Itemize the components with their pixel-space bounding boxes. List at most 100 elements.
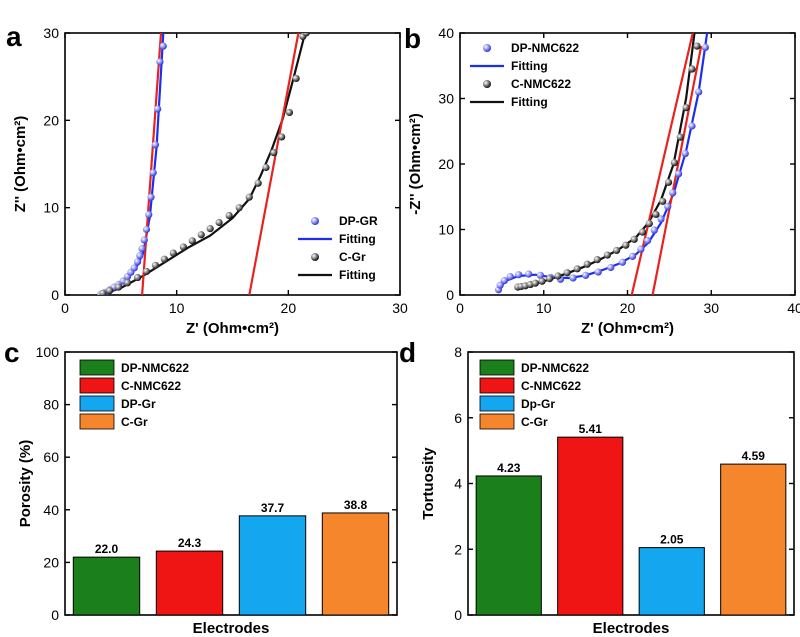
- panel-d: d 0 2 4 6 8 Electrodes Tortuosity 4.23 5.41 2.05 4.…: [399, 337, 795, 637]
- data-point: [613, 246, 621, 255]
- data-point: [278, 133, 286, 141]
- data-point: [546, 275, 554, 283]
- data-point: [147, 193, 155, 201]
- legend-label: C-Gr: [521, 415, 548, 429]
- bar-value-label: 4.59: [742, 449, 766, 463]
- legend-swatch: [479, 359, 515, 376]
- data-point: [179, 243, 187, 251]
- legend-label: C-Gr: [121, 415, 148, 429]
- data-point: [500, 276, 508, 285]
- data-point: [650, 226, 658, 234]
- y-axis-label: Z'' (Ohm•cm²): [12, 116, 29, 213]
- plot-frame: [64, 32, 401, 296]
- x-tick-label: 10: [536, 300, 552, 316]
- data-point: [154, 105, 162, 113]
- x-tick-label: 0: [456, 300, 464, 316]
- data-point: [688, 65, 696, 73]
- x-tick-label: 0: [61, 300, 69, 316]
- bar: [72, 556, 141, 616]
- legend-label: DP-NMC622: [511, 41, 579, 55]
- data-point: [188, 237, 196, 245]
- bar-value-label: 4.23: [497, 461, 521, 475]
- linear-fit-line: [248, 33, 300, 295]
- data-point: [156, 58, 164, 66]
- x-tick-label: 10: [169, 300, 185, 316]
- data-point: [149, 169, 157, 177]
- panel-label: b: [404, 23, 421, 54]
- x-tick-label: 20: [620, 300, 636, 316]
- legend-swatch: [479, 395, 515, 412]
- panel-b: b 0 10 20 30 40 Z' (Ohm•cm²) -Z'' (Ohm•cm²) 0 10 2…: [404, 23, 800, 337]
- data-point: [688, 122, 696, 130]
- bar: [238, 515, 307, 616]
- data-point: [130, 264, 138, 272]
- data-point: [645, 220, 653, 228]
- data-point: [682, 104, 690, 112]
- data-point: [637, 245, 645, 253]
- data-point: [693, 42, 701, 50]
- data-point: [676, 133, 684, 141]
- legend-label: Fitting: [511, 95, 548, 109]
- y-tick-label: 80: [43, 397, 59, 413]
- data-point: [285, 108, 294, 117]
- data-point: [99, 289, 107, 295]
- x-axis-label: Z' (Ohm•cm²): [186, 320, 279, 337]
- data-point: [151, 141, 160, 149]
- bar: [720, 463, 787, 616]
- data-point: [133, 273, 142, 282]
- legend-label: DP-GR: [339, 214, 378, 228]
- legend-marker: [311, 253, 319, 261]
- x-tick-label: 40: [787, 300, 800, 316]
- data-point: [133, 258, 142, 266]
- legend-label: DP-NMC622: [521, 361, 589, 375]
- data-point: [106, 287, 114, 295]
- bar-value-label: 38.8: [344, 498, 368, 512]
- bar-value-label: 5.41: [579, 422, 603, 436]
- data-point: [628, 252, 637, 260]
- y-tick-label: 20: [438, 156, 454, 172]
- data-point: [681, 149, 689, 158]
- data-point: [652, 210, 660, 219]
- y-tick-label: 30: [438, 91, 454, 107]
- bar: [638, 547, 705, 616]
- x-axis-label: Electrodes: [193, 620, 270, 637]
- data-point: [638, 228, 647, 236]
- data-point: [531, 279, 539, 287]
- y-tick-label: 60: [43, 449, 59, 465]
- data-point: [123, 279, 132, 287]
- bar: [321, 512, 390, 616]
- panel-label: c: [4, 337, 20, 368]
- y-axis-label: Tortuosity: [420, 447, 437, 520]
- legend-label: C-NMC622: [511, 77, 571, 91]
- data-point: [292, 74, 300, 83]
- data-point: [225, 211, 233, 220]
- bar: [155, 550, 224, 616]
- data-point: [657, 215, 665, 223]
- y-tick-label: 4: [454, 476, 462, 492]
- data-point: [215, 218, 223, 227]
- data-point: [159, 42, 167, 50]
- data-point: [554, 272, 562, 280]
- legend-swatch: [479, 413, 515, 430]
- y-tick-label: 6: [454, 410, 462, 426]
- linear-fit-line: [651, 45, 703, 295]
- data-point: [582, 271, 590, 279]
- y-tick-label: 20: [43, 112, 59, 128]
- y-tick-label: 20: [43, 554, 59, 570]
- bar-value-label: 2.05: [660, 533, 684, 547]
- data-point: [169, 249, 177, 257]
- panel-label: a: [6, 21, 22, 52]
- x-tick-label: 20: [281, 300, 297, 316]
- legend-marker: [483, 44, 491, 52]
- data-point: [664, 202, 672, 211]
- data-point: [197, 231, 205, 239]
- legend-swatch: [79, 395, 115, 412]
- data-point: [142, 267, 151, 276]
- x-tick-label: 30: [703, 300, 719, 316]
- data-point: [618, 258, 627, 266]
- legend-label: C-NMC622: [121, 379, 181, 393]
- data-point: [136, 252, 144, 260]
- bar-value-label: 37.7: [261, 501, 285, 515]
- data-point: [659, 197, 667, 205]
- data-point: [674, 170, 683, 178]
